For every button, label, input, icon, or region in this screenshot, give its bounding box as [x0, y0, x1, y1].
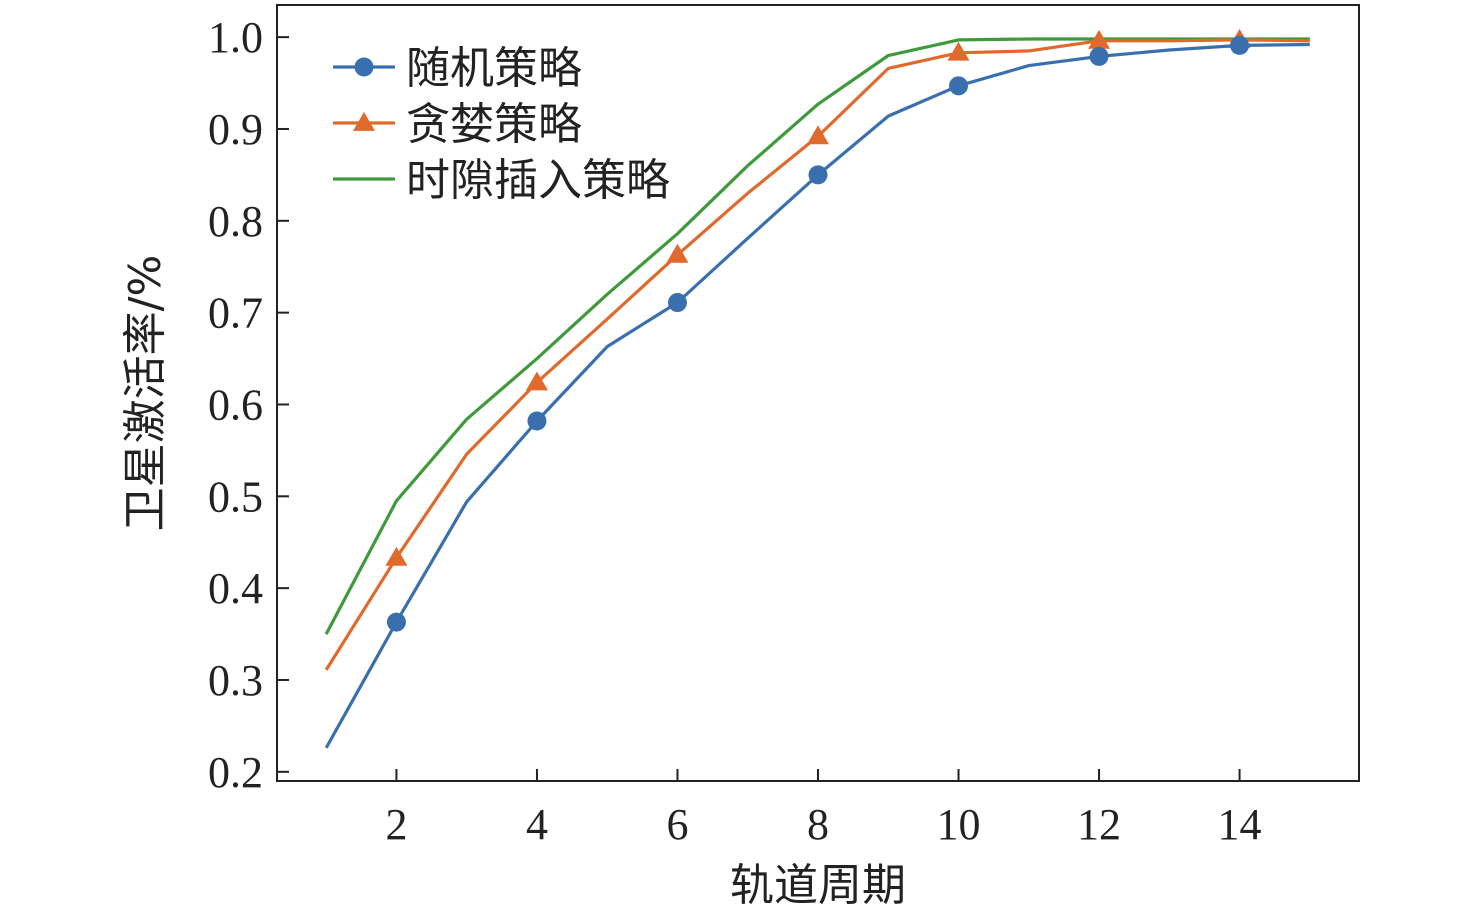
series-line [324, 37, 1310, 635]
x-tick-label: 8 [807, 800, 829, 849]
y-tick-label: 0.8 [208, 197, 263, 246]
legend-marker [354, 57, 374, 77]
data-point [1089, 46, 1109, 66]
legend-label: 随机策略 [406, 43, 582, 94]
series-line [324, 42, 1310, 749]
legend-entry: 贪婪策略 [333, 99, 582, 150]
y-tick-label: 0.4 [208, 564, 263, 613]
y-tick-label: 0.9 [208, 105, 263, 154]
x-tick-label: 4 [526, 800, 548, 849]
legend-entry: 随机策略 [333, 43, 582, 94]
y-tick-label: 0.7 [208, 289, 263, 338]
data-point [807, 125, 829, 145]
legend-entry: 时隙插入策略 [333, 155, 670, 206]
x-tick-label: 10 [937, 800, 981, 849]
data-point [947, 41, 970, 61]
data-point [808, 165, 828, 185]
data-point [667, 293, 687, 313]
data-point [385, 546, 408, 566]
data-point [386, 612, 406, 632]
data-point [666, 243, 689, 263]
y-tick-label: 0.3 [208, 656, 263, 705]
data-point [949, 76, 969, 96]
y-tick-label: 0.2 [208, 748, 263, 797]
series-layer [324, 28, 1310, 749]
x-tick-label: 14 [1218, 800, 1262, 849]
x-axis-ticks: 2 4 6 8 10 12 14 [385, 769, 1262, 849]
x-tick-label: 2 [385, 800, 407, 849]
y-axis-ticks: 0.2 0.3 0.4 0.5 0.6 0.7 0.8 0.9 1.0 [208, 13, 289, 797]
y-tick-label: 0.5 [208, 472, 263, 521]
legend-marker [353, 112, 375, 131]
series-0 [324, 35, 1310, 749]
y-tick-label: 1.0 [208, 13, 263, 62]
y-axis-title: 卫星激活率/% [120, 255, 171, 532]
x-tick-label: 12 [1077, 800, 1121, 849]
data-point [525, 371, 548, 391]
legend-label: 时隙插入策略 [406, 155, 670, 206]
series-2 [324, 37, 1310, 635]
y-tick-label: 0.6 [208, 380, 263, 429]
data-point [1230, 35, 1250, 55]
x-tick-label: 6 [666, 800, 688, 849]
data-point [527, 411, 547, 431]
legend-label: 贪婪策略 [406, 99, 582, 150]
data-point [1088, 29, 1111, 49]
x-axis-title: 轨道周期 [730, 860, 906, 911]
